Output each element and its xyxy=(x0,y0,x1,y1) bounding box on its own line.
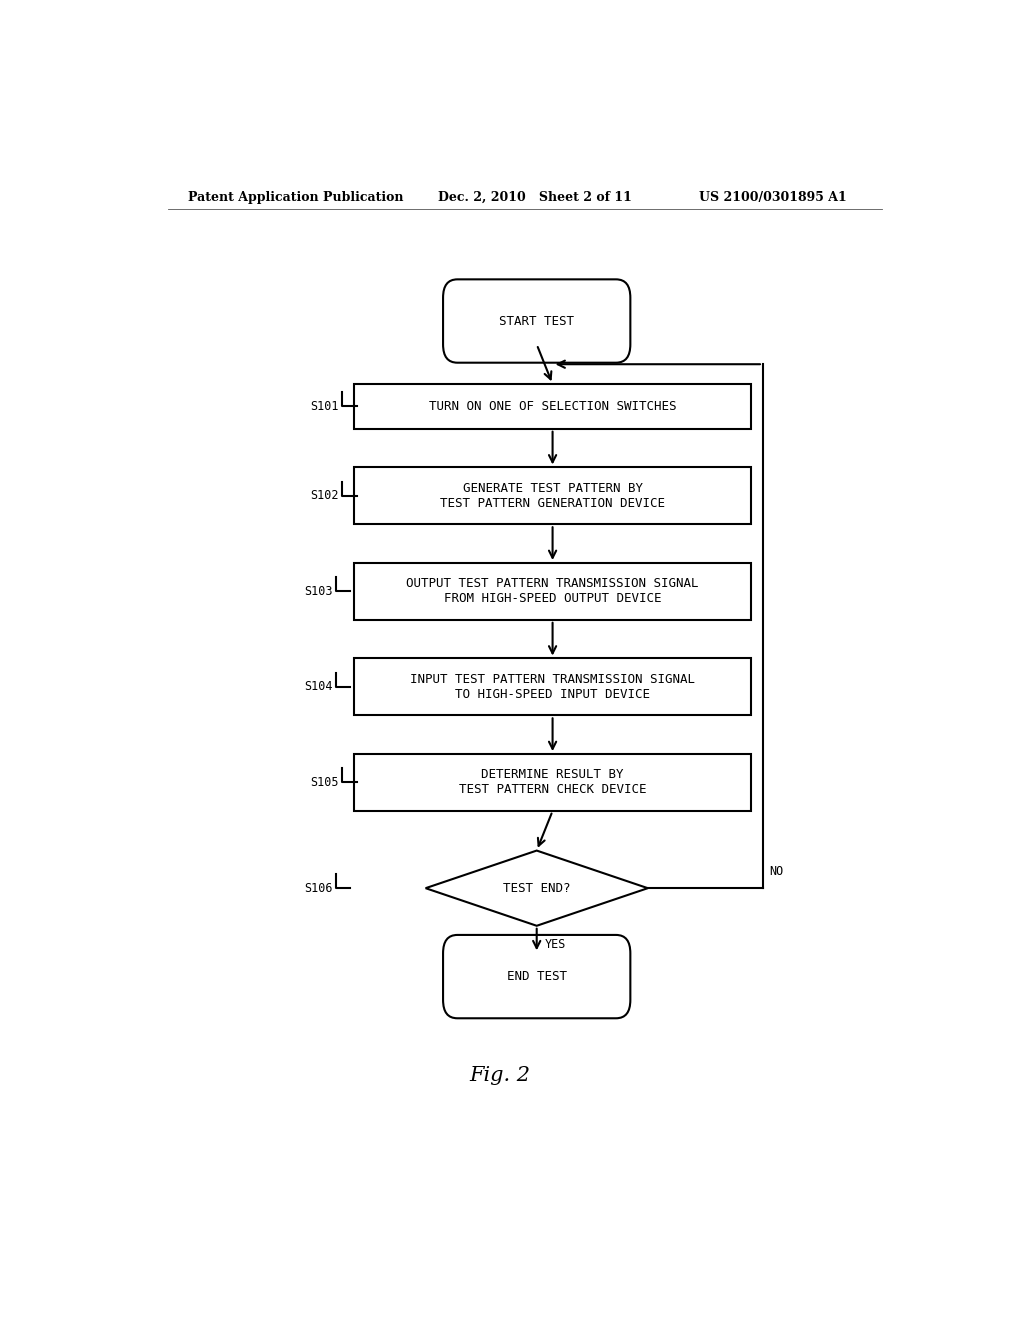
Text: END TEST: END TEST xyxy=(507,970,566,983)
Bar xyxy=(354,384,751,429)
Bar xyxy=(354,754,751,810)
Text: DETERMINE RESULT BY
TEST PATTERN CHECK DEVICE: DETERMINE RESULT BY TEST PATTERN CHECK D… xyxy=(459,768,646,796)
Bar xyxy=(354,659,751,715)
FancyBboxPatch shape xyxy=(443,280,631,363)
Text: NO: NO xyxy=(769,865,783,878)
Text: GENERATE TEST PATTERN BY
TEST PATTERN GENERATION DEVICE: GENERATE TEST PATTERN BY TEST PATTERN GE… xyxy=(440,482,665,510)
Polygon shape xyxy=(426,850,648,925)
Text: S103: S103 xyxy=(304,585,333,598)
Text: S105: S105 xyxy=(310,776,339,789)
FancyBboxPatch shape xyxy=(443,935,631,1018)
Text: S101: S101 xyxy=(310,400,339,413)
Text: S102: S102 xyxy=(310,490,339,503)
Bar xyxy=(354,562,751,620)
Text: Dec. 2, 2010   Sheet 2 of 11: Dec. 2, 2010 Sheet 2 of 11 xyxy=(437,190,632,203)
Text: TURN ON ONE OF SELECTION SWITCHES: TURN ON ONE OF SELECTION SWITCHES xyxy=(429,400,676,413)
Text: INPUT TEST PATTERN TRANSMISSION SIGNAL
TO HIGH-SPEED INPUT DEVICE: INPUT TEST PATTERN TRANSMISSION SIGNAL T… xyxy=(410,673,695,701)
Text: Fig. 2: Fig. 2 xyxy=(469,1065,530,1085)
Text: S104: S104 xyxy=(304,680,333,693)
Text: S106: S106 xyxy=(304,882,333,895)
Text: YES: YES xyxy=(545,939,566,950)
Text: US 2100/0301895 A1: US 2100/0301895 A1 xyxy=(699,190,847,203)
Text: TEST END?: TEST END? xyxy=(503,882,570,895)
Bar xyxy=(354,467,751,524)
Text: OUTPUT TEST PATTERN TRANSMISSION SIGNAL
FROM HIGH-SPEED OUTPUT DEVICE: OUTPUT TEST PATTERN TRANSMISSION SIGNAL … xyxy=(407,577,698,606)
Text: START TEST: START TEST xyxy=(500,314,574,327)
Text: Patent Application Publication: Patent Application Publication xyxy=(187,190,403,203)
